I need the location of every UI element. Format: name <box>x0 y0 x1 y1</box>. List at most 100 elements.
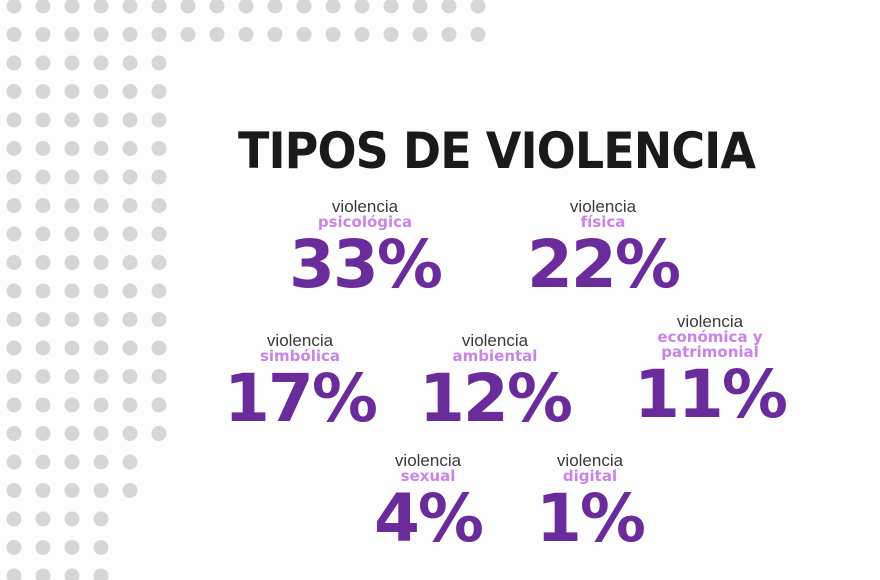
stat-type-label: digital <box>562 467 618 485</box>
stat-type-label: ambiental <box>452 347 538 365</box>
background-dot <box>412 27 428 42</box>
background-dot <box>151 397 167 413</box>
background-dot <box>122 84 138 99</box>
background-dot <box>93 483 109 498</box>
background-dot <box>93 568 109 580</box>
stat-ambiental: violencia ambiental 12% <box>400 332 590 434</box>
stat-type-label: simbólica <box>259 347 341 365</box>
background-dot <box>35 540 51 555</box>
background-dot <box>151 27 167 42</box>
background-dot <box>64 169 80 185</box>
background-dot <box>64 55 80 71</box>
stat-type-label-line1: económica y <box>657 328 763 346</box>
stat-percentage: 12% <box>419 360 573 437</box>
background-dot <box>64 27 80 42</box>
background-dot <box>383 27 399 42</box>
background-dot <box>122 169 138 185</box>
background-dot <box>93 426 109 441</box>
background-dot <box>35 426 51 441</box>
stat-prefix-label: violencia <box>394 451 462 470</box>
background-dot <box>35 198 51 213</box>
background-dot <box>151 340 167 356</box>
background-dot <box>35 454 51 470</box>
background-dot <box>35 226 51 242</box>
background-dot <box>122 255 138 270</box>
background-dot <box>64 0 80 14</box>
background-dot <box>122 27 138 42</box>
background-dot <box>35 112 51 128</box>
background-dot <box>412 0 428 14</box>
background-dot <box>35 55 51 71</box>
background-dot <box>6 340 22 356</box>
background-dot <box>151 426 167 441</box>
background-dot <box>64 454 80 470</box>
stat-simbolica: violencia simbólica 17% <box>205 332 395 434</box>
background-dot <box>64 568 80 580</box>
background-dot <box>93 55 109 71</box>
background-dot <box>238 27 254 42</box>
stat-sexual: violencia sexual 4% <box>333 452 523 554</box>
background-dot <box>35 169 51 185</box>
background-dot <box>122 0 138 14</box>
stat-type-label: sexual <box>400 467 456 485</box>
page-title: TIPOS DE VIOLENCIA <box>238 122 756 180</box>
stat-prefix-label: violencia <box>569 197 637 216</box>
background-dot <box>64 112 80 128</box>
stat-fisica: violencia física 22% <box>508 198 698 300</box>
background-dot <box>93 198 109 213</box>
stat-psicologica: violencia psicológica 33% <box>270 198 460 300</box>
background-dot <box>238 0 254 14</box>
background-dot <box>6 312 22 327</box>
background-dot <box>93 369 109 384</box>
background-dot <box>64 340 80 356</box>
background-dot <box>6 141 22 156</box>
background-dot <box>64 141 80 156</box>
background-dot <box>151 312 167 327</box>
background-dot <box>35 340 51 356</box>
stat-percentage: 33% <box>289 226 443 303</box>
background-dot <box>64 226 80 242</box>
background-dot <box>35 369 51 384</box>
background-dot <box>6 397 22 413</box>
background-dot <box>122 312 138 327</box>
background-dot <box>6 255 22 270</box>
background-dot <box>64 483 80 498</box>
background-dot <box>6 283 22 299</box>
background-dot <box>470 0 486 14</box>
background-dot <box>93 397 109 413</box>
background-dot <box>35 511 51 527</box>
background-dot <box>35 255 51 270</box>
background-dot <box>6 0 22 14</box>
stat-percentage: 17% <box>224 360 378 437</box>
background-dot <box>35 0 51 14</box>
stat-economica-patrimonial: violencia económica y patrimonial 11% <box>615 313 805 430</box>
stat-digital: violencia digital 1% <box>495 452 685 554</box>
background-dot <box>93 511 109 527</box>
background-dot <box>151 112 167 128</box>
background-dot <box>64 540 80 555</box>
background-dot <box>35 84 51 99</box>
background-dot <box>151 255 167 270</box>
background-dot <box>64 198 80 213</box>
background-dot <box>35 312 51 327</box>
background-dot <box>180 0 196 14</box>
background-dot <box>93 255 109 270</box>
background-dot <box>209 0 225 14</box>
background-dot <box>93 112 109 128</box>
background-dot <box>64 255 80 270</box>
background-dot <box>93 0 109 14</box>
background-dot <box>93 169 109 185</box>
background-dot <box>93 27 109 42</box>
background-dot <box>6 540 22 555</box>
background-dot <box>93 226 109 242</box>
stat-prefix-label: violencia <box>556 451 624 470</box>
background-dot <box>35 397 51 413</box>
background-dot <box>93 141 109 156</box>
background-dot <box>6 568 22 580</box>
background-dot <box>122 426 138 441</box>
background-dot <box>122 397 138 413</box>
background-dot <box>93 454 109 470</box>
background-dot <box>267 27 283 42</box>
stat-type-label-line2: patrimonial <box>661 343 759 361</box>
background-dot <box>6 454 22 470</box>
